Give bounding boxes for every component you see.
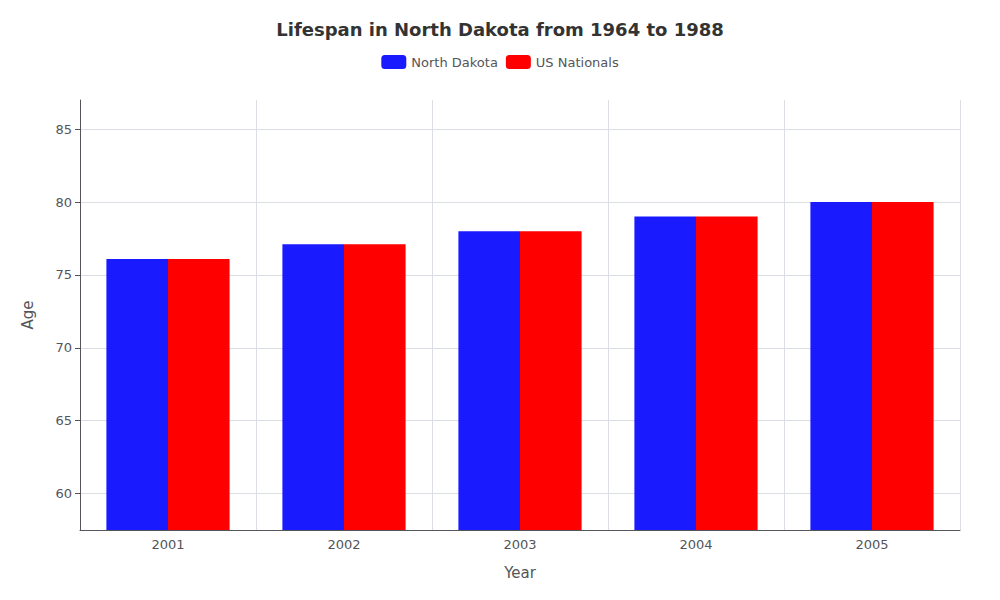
svg-text:2002: 2002 [327, 537, 360, 552]
svg-text:US Nationals: US Nationals [536, 55, 619, 70]
svg-text:2005: 2005 [855, 537, 888, 552]
svg-text:85: 85 [55, 122, 72, 137]
svg-text:2001: 2001 [151, 537, 184, 552]
svg-text:North Dakota: North Dakota [411, 55, 498, 70]
svg-text:60: 60 [55, 486, 72, 501]
svg-text:Lifespan in North Dakota from: Lifespan in North Dakota from 1964 to 19… [276, 19, 724, 40]
svg-text:2004: 2004 [679, 537, 712, 552]
svg-text:Age: Age [19, 300, 37, 329]
svg-text:75: 75 [55, 267, 72, 282]
svg-text:2003: 2003 [503, 537, 536, 552]
svg-text:Year: Year [503, 564, 537, 582]
svg-text:80: 80 [55, 195, 72, 210]
svg-text:70: 70 [55, 340, 72, 355]
svg-text:65: 65 [55, 413, 72, 428]
